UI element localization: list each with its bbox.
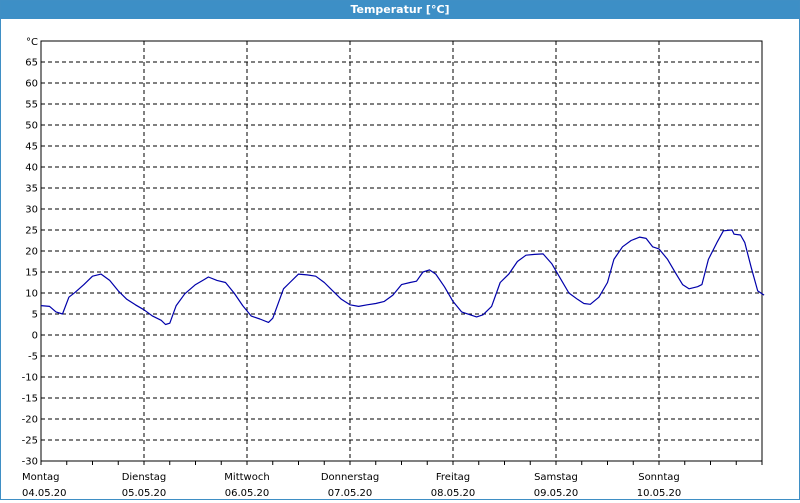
- y-tick-label: 25: [25, 226, 38, 237]
- x-tick-day-label: Freitag: [436, 472, 470, 483]
- y-tick-label: -5: [28, 352, 38, 363]
- x-tick-date-label: 06.05.20: [225, 488, 270, 499]
- y-tick-label: 0: [32, 331, 38, 342]
- window-title: Temperatur [°C]: [1, 1, 799, 19]
- y-tick-label: 20: [25, 247, 38, 258]
- y-tick-label: 40: [25, 163, 38, 174]
- x-tick-day-label: Montag: [22, 472, 59, 483]
- y-tick-label: 35: [25, 184, 38, 195]
- y-axis-unit-label: °C: [26, 37, 38, 48]
- y-tick-label: -30: [22, 457, 38, 468]
- x-tick-date-label: 04.05.20: [22, 488, 67, 499]
- x-tick-day-label: Dienstag: [122, 472, 167, 483]
- x-tick-date-label: 10.05.20: [637, 488, 682, 499]
- y-tick-label: 55: [25, 100, 38, 111]
- x-tick-day-label: Donnerstag: [321, 472, 379, 483]
- temperature-series-line: [40, 229, 765, 326]
- y-tick-label: 30: [25, 205, 38, 216]
- y-tick-label: -25: [22, 436, 38, 447]
- y-tick-label: 45: [25, 142, 38, 153]
- y-tick-label: 5: [32, 310, 38, 321]
- x-tick-date-label: 07.05.20: [328, 488, 373, 499]
- chart-area: 65 60 55 50 45 40 35 30 25 20 15 10 5 0 -5 -10 -15 -20 -25…: [1, 19, 799, 499]
- x-tick-day-label: Samstag: [534, 472, 578, 483]
- plot-frame: [40, 40, 763, 462]
- y-tick-label: -15: [22, 394, 38, 405]
- y-tick-label: 15: [25, 268, 38, 279]
- y-tick-label: -20: [22, 415, 38, 426]
- y-tick-label: -10: [22, 373, 38, 384]
- temperature-line-chart: 65605550454035302520151050-5-10-15-20-25…: [22, 37, 765, 499]
- x-tick-day-label: Sonntag: [638, 472, 680, 483]
- x-tick-date-label: 08.05.20: [431, 488, 476, 499]
- x-tick-date-label: 09.05.20: [534, 488, 579, 499]
- y-tick-label: 50: [25, 121, 38, 132]
- y-tick-label: 10: [25, 289, 38, 300]
- x-tick-date-label: 05.05.20: [122, 488, 167, 499]
- x-tick-day-label: Mittwoch: [224, 472, 269, 483]
- y-tick-label: 65: [25, 58, 38, 69]
- y-tick-label: 60: [25, 79, 38, 90]
